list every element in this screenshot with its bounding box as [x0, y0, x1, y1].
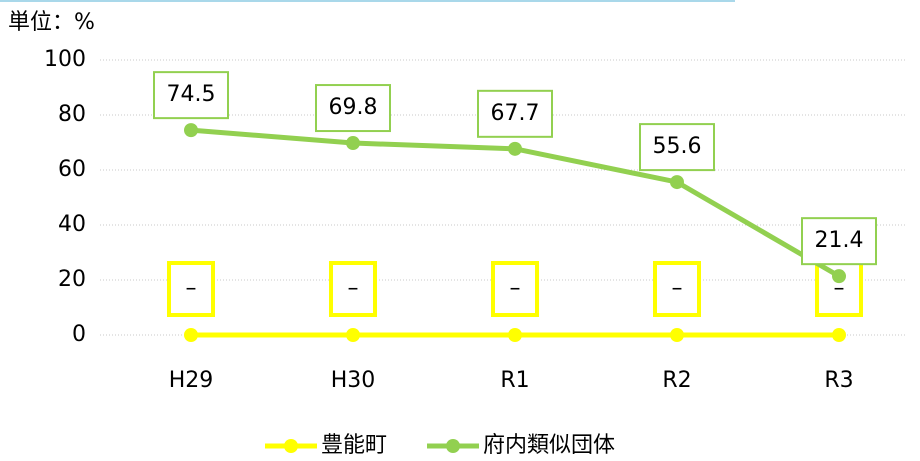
data-label: – [834, 276, 845, 301]
legend-marker [446, 439, 461, 453]
y-tick-label: 0 [72, 322, 86, 347]
y-tick-label: 20 [58, 267, 86, 292]
data-label-box [491, 261, 539, 317]
data-label: – [510, 276, 521, 301]
y-tick-label: 40 [58, 212, 86, 237]
data-label-box [167, 261, 215, 317]
point [346, 136, 360, 151]
point [508, 141, 522, 156]
legend-label: 府内類似団体 [483, 433, 615, 458]
data-label: – [348, 276, 359, 301]
data-label-box [815, 261, 863, 317]
data-label: 55.6 [653, 134, 702, 159]
data-label-box [639, 123, 715, 172]
y-tick-label: 100 [44, 47, 86, 72]
data-label-box [801, 217, 877, 266]
data-label: – [186, 276, 197, 301]
unit-label: 単位：% [8, 10, 95, 35]
x-tick-label: R3 [824, 368, 853, 393]
x-tick-label: H30 [331, 368, 376, 393]
data-label: 74.5 [167, 82, 216, 107]
data-label: 69.8 [329, 95, 378, 120]
x-tick-label: R2 [662, 368, 691, 393]
data-label-box [653, 261, 701, 317]
point [670, 328, 684, 342]
point [832, 328, 846, 342]
legend-marker [284, 439, 298, 453]
data-label-box [477, 89, 553, 138]
x-tick-label: R1 [500, 368, 529, 393]
point [184, 328, 198, 342]
data-label: 67.7 [491, 101, 540, 126]
data-label-box [315, 84, 391, 133]
data-label-box [329, 261, 377, 317]
data-label-box [153, 71, 229, 120]
point [832, 269, 846, 284]
point [184, 123, 198, 138]
legend-label: 豊能町 [321, 433, 387, 458]
point [670, 175, 684, 190]
x-tick-label: H29 [169, 368, 214, 393]
data-label: – [672, 276, 683, 301]
point [508, 328, 522, 342]
point [346, 328, 360, 342]
y-tick-label: 80 [58, 102, 86, 127]
y-tick-label: 60 [58, 157, 86, 182]
data-label: 21.4 [815, 228, 864, 253]
